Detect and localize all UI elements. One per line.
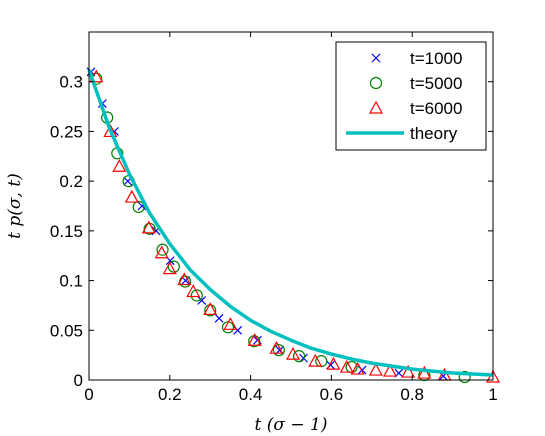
y-tick-label: 0.15 bbox=[50, 222, 83, 241]
data-point bbox=[223, 317, 238, 330]
x-tick-label: 0.8 bbox=[400, 385, 424, 404]
y-tick-label: 0.1 bbox=[59, 272, 83, 291]
data-point bbox=[89, 69, 104, 83]
y-tick-label: 0.2 bbox=[59, 172, 83, 191]
data-point bbox=[162, 261, 177, 275]
x-marker-stroke bbox=[181, 276, 190, 285]
legend-marker bbox=[369, 76, 383, 90]
data-point bbox=[308, 353, 323, 367]
data-point bbox=[339, 359, 354, 373]
legend-marker bbox=[368, 100, 384, 114]
axis-ticks: 0 0.2 0.4 0.6 0.8 1 0 0.05 0.1 0.15 0.2 0.25 0.3 bbox=[50, 32, 498, 404]
y-tick-label: 0.05 bbox=[50, 321, 83, 340]
x-tick-label: 0.2 bbox=[158, 385, 182, 404]
data-point bbox=[124, 189, 139, 203]
legend-marker bbox=[371, 53, 381, 63]
plot-frame bbox=[88, 31, 494, 381]
theory-curve bbox=[87, 69, 494, 377]
x-tick-label: 0.6 bbox=[320, 385, 344, 404]
data-point bbox=[368, 362, 383, 376]
data-point bbox=[315, 355, 328, 368]
x-tick-label: 0.4 bbox=[239, 385, 263, 404]
data-point bbox=[458, 370, 471, 384]
series-t=6000 bbox=[89, 69, 501, 383]
legend-label: t=1000 bbox=[410, 49, 462, 68]
data-point bbox=[326, 356, 341, 370]
data-point bbox=[382, 363, 397, 377]
legend: t=1000 t=5000 t=6000 theory bbox=[335, 41, 487, 151]
data-point bbox=[272, 344, 285, 357]
x-marker-stroke bbox=[165, 256, 175, 266]
x-marker-stroke bbox=[197, 296, 207, 305]
x-marker-stroke bbox=[371, 53, 381, 63]
y-tick-label: 0.25 bbox=[50, 122, 83, 141]
data-point bbox=[204, 304, 217, 317]
data-point bbox=[156, 243, 169, 256]
data-point bbox=[203, 302, 218, 316]
data-point bbox=[132, 200, 145, 214]
data-point bbox=[167, 260, 180, 273]
legend-label: t=5000 bbox=[410, 74, 462, 93]
data-point bbox=[190, 289, 203, 302]
data-point bbox=[186, 284, 201, 298]
data-point bbox=[154, 245, 169, 259]
data-point bbox=[417, 365, 432, 379]
x-axis-label: t (σ − 1) bbox=[255, 415, 328, 435]
data-point bbox=[350, 361, 365, 375]
y-axis-label: t p(σ, t) bbox=[5, 173, 25, 239]
data-point bbox=[292, 350, 306, 363]
x-tick-label: 0 bbox=[84, 385, 93, 404]
data-point bbox=[197, 296, 207, 305]
x-tick-label: 1 bbox=[488, 385, 497, 404]
data-point bbox=[112, 158, 127, 172]
data-point bbox=[177, 272, 192, 286]
data-point bbox=[141, 220, 156, 234]
data-point bbox=[401, 364, 416, 378]
legend-label: t=6000 bbox=[410, 99, 462, 118]
y-tick-label: 0 bbox=[74, 371, 83, 390]
data-point bbox=[214, 313, 224, 323]
y-tick-label: 0.3 bbox=[59, 73, 83, 92]
legend-label: theory bbox=[410, 124, 458, 143]
chart-marks bbox=[86, 67, 501, 384]
data-point bbox=[103, 124, 118, 138]
data-point bbox=[181, 276, 190, 285]
x-marker-stroke bbox=[214, 313, 224, 323]
data-point bbox=[247, 332, 262, 346]
data-point bbox=[269, 340, 284, 354]
data-point bbox=[286, 346, 301, 360]
x-marker-stroke bbox=[233, 325, 243, 335]
